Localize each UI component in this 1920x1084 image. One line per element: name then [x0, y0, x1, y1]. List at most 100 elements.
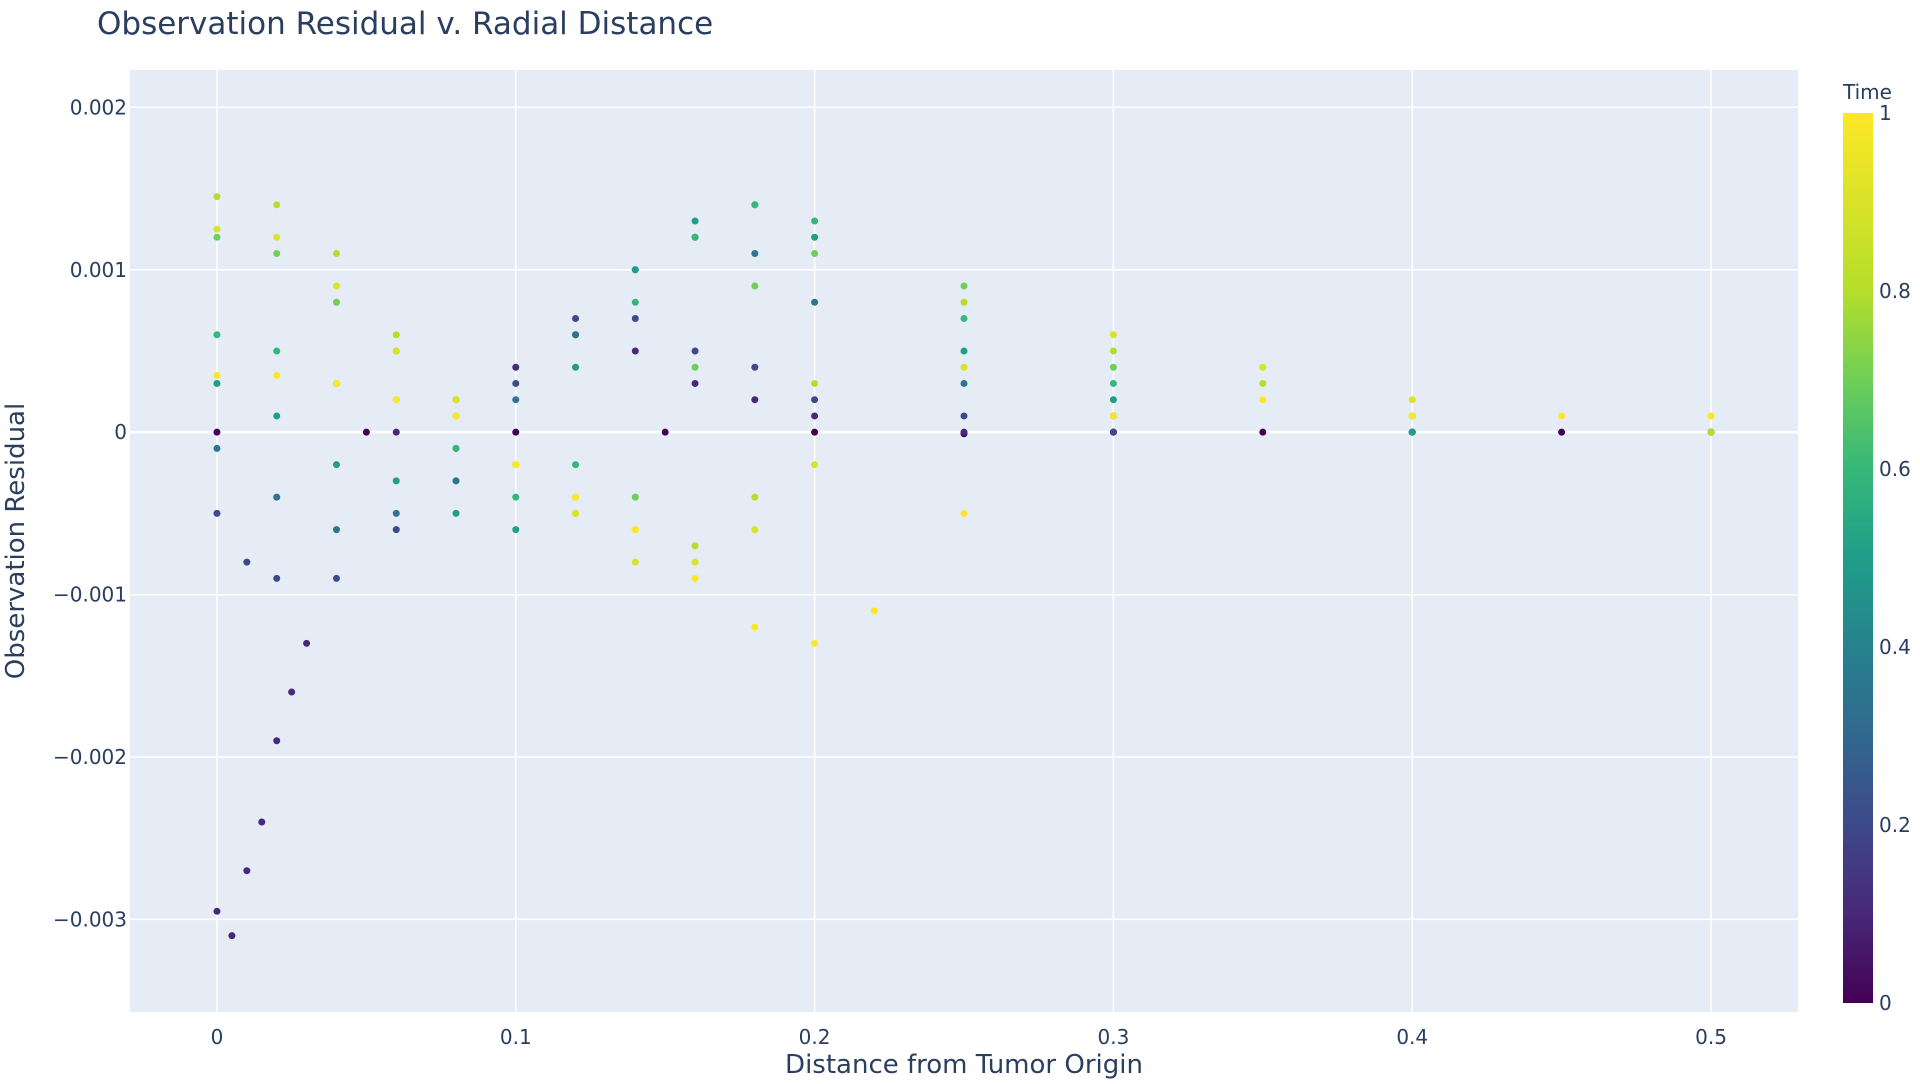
- data-point: [691, 379, 699, 387]
- data-point: [512, 493, 520, 501]
- data-point: [288, 688, 296, 696]
- data-point: [811, 217, 819, 225]
- data-point: [572, 493, 580, 501]
- data-point: [1408, 412, 1416, 420]
- data-point: [512, 396, 520, 404]
- data-point: [691, 542, 699, 550]
- chart-title: Observation Residual v. Radial Distance: [97, 6, 713, 42]
- x-axis-title: Distance from Tumor Origin: [785, 1050, 1143, 1080]
- colorbar-tick-label: 0.8: [1879, 279, 1911, 303]
- colorbar-ticks: 0 0.2 0.4 0.6 0.8 1: [1879, 101, 1911, 1015]
- colorbar: [1843, 113, 1873, 1003]
- data-point: [213, 907, 221, 915]
- data-point: [1408, 428, 1416, 436]
- data-point: [811, 428, 819, 436]
- data-point: [1109, 379, 1117, 387]
- data-point: [273, 574, 281, 582]
- data-point: [213, 379, 221, 387]
- data-point: [661, 428, 669, 436]
- y-tick-label: 0.002: [70, 95, 127, 119]
- data-point: [811, 250, 819, 258]
- data-point: [392, 509, 400, 517]
- data-point: [811, 298, 819, 306]
- data-point: [332, 574, 340, 582]
- colorbar-tick-label: 0.2: [1879, 813, 1911, 837]
- x-tick-label: 0.2: [799, 1025, 831, 1049]
- data-point: [213, 509, 221, 517]
- x-tick-label: 0.1: [500, 1025, 532, 1049]
- data-point: [273, 201, 281, 209]
- data-point: [332, 298, 340, 306]
- data-point: [631, 266, 639, 274]
- data-point: [1109, 331, 1117, 339]
- data-point: [960, 314, 968, 322]
- data-point: [1109, 347, 1117, 355]
- data-point: [452, 444, 460, 452]
- data-point: [811, 233, 819, 241]
- data-point: [332, 461, 340, 469]
- data-point: [960, 379, 968, 387]
- data-point: [213, 331, 221, 339]
- data-point: [512, 526, 520, 534]
- data-point: [960, 509, 968, 517]
- data-point: [273, 371, 281, 379]
- colorbar-tick-label: 0.6: [1879, 457, 1911, 481]
- y-tick-label: −0.002: [53, 745, 127, 769]
- data-point: [960, 298, 968, 306]
- data-point: [213, 428, 221, 436]
- data-point: [691, 574, 699, 582]
- data-point: [452, 509, 460, 517]
- data-point: [243, 558, 251, 566]
- y-axis-ticks: −0.003 −0.002 −0.001 0 0.001 0.002: [53, 95, 127, 931]
- data-point: [273, 250, 281, 258]
- y-tick-label: 0.001: [70, 258, 127, 282]
- colorbar-tick-label: 1: [1879, 101, 1892, 125]
- y-tick-label: 0: [114, 420, 127, 444]
- data-point: [572, 314, 580, 322]
- data-point: [1259, 363, 1267, 371]
- colorbar-tick-label: 0: [1879, 991, 1892, 1015]
- data-point: [691, 233, 699, 241]
- data-point: [243, 867, 251, 875]
- plot-area: [130, 70, 1798, 1012]
- data-point: [691, 363, 699, 371]
- data-point: [572, 363, 580, 371]
- data-point: [1408, 396, 1416, 404]
- y-tick-label: −0.001: [53, 583, 127, 607]
- x-axis-ticks: 0 0.1 0.2 0.3 0.4 0.5: [211, 1025, 1727, 1049]
- data-point: [452, 477, 460, 485]
- data-point: [332, 379, 340, 387]
- colorbar-title: Time: [1842, 80, 1892, 104]
- data-point: [273, 347, 281, 355]
- data-points: [213, 193, 1715, 940]
- data-point: [1558, 412, 1566, 420]
- data-point: [1109, 428, 1117, 436]
- data-point: [572, 331, 580, 339]
- data-point: [751, 493, 759, 501]
- data-point: [392, 428, 400, 436]
- data-point: [811, 379, 819, 387]
- data-point: [751, 250, 759, 258]
- y-axis-title: Observation Residual: [1, 403, 31, 679]
- data-point: [392, 477, 400, 485]
- data-point: [811, 396, 819, 404]
- data-point: [392, 331, 400, 339]
- data-point: [960, 282, 968, 290]
- data-point: [303, 639, 311, 647]
- data-point: [811, 461, 819, 469]
- data-point: [960, 363, 968, 371]
- data-point: [332, 250, 340, 258]
- data-point: [811, 412, 819, 420]
- data-point: [631, 526, 639, 534]
- data-point: [213, 371, 221, 379]
- data-point: [228, 932, 236, 940]
- data-point: [631, 314, 639, 322]
- data-point: [1109, 396, 1117, 404]
- data-point: [213, 225, 221, 233]
- data-point: [273, 493, 281, 501]
- grid-lines: [130, 70, 1798, 1012]
- x-tick-label: 0: [211, 1025, 224, 1049]
- data-point: [572, 509, 580, 517]
- data-point: [332, 526, 340, 534]
